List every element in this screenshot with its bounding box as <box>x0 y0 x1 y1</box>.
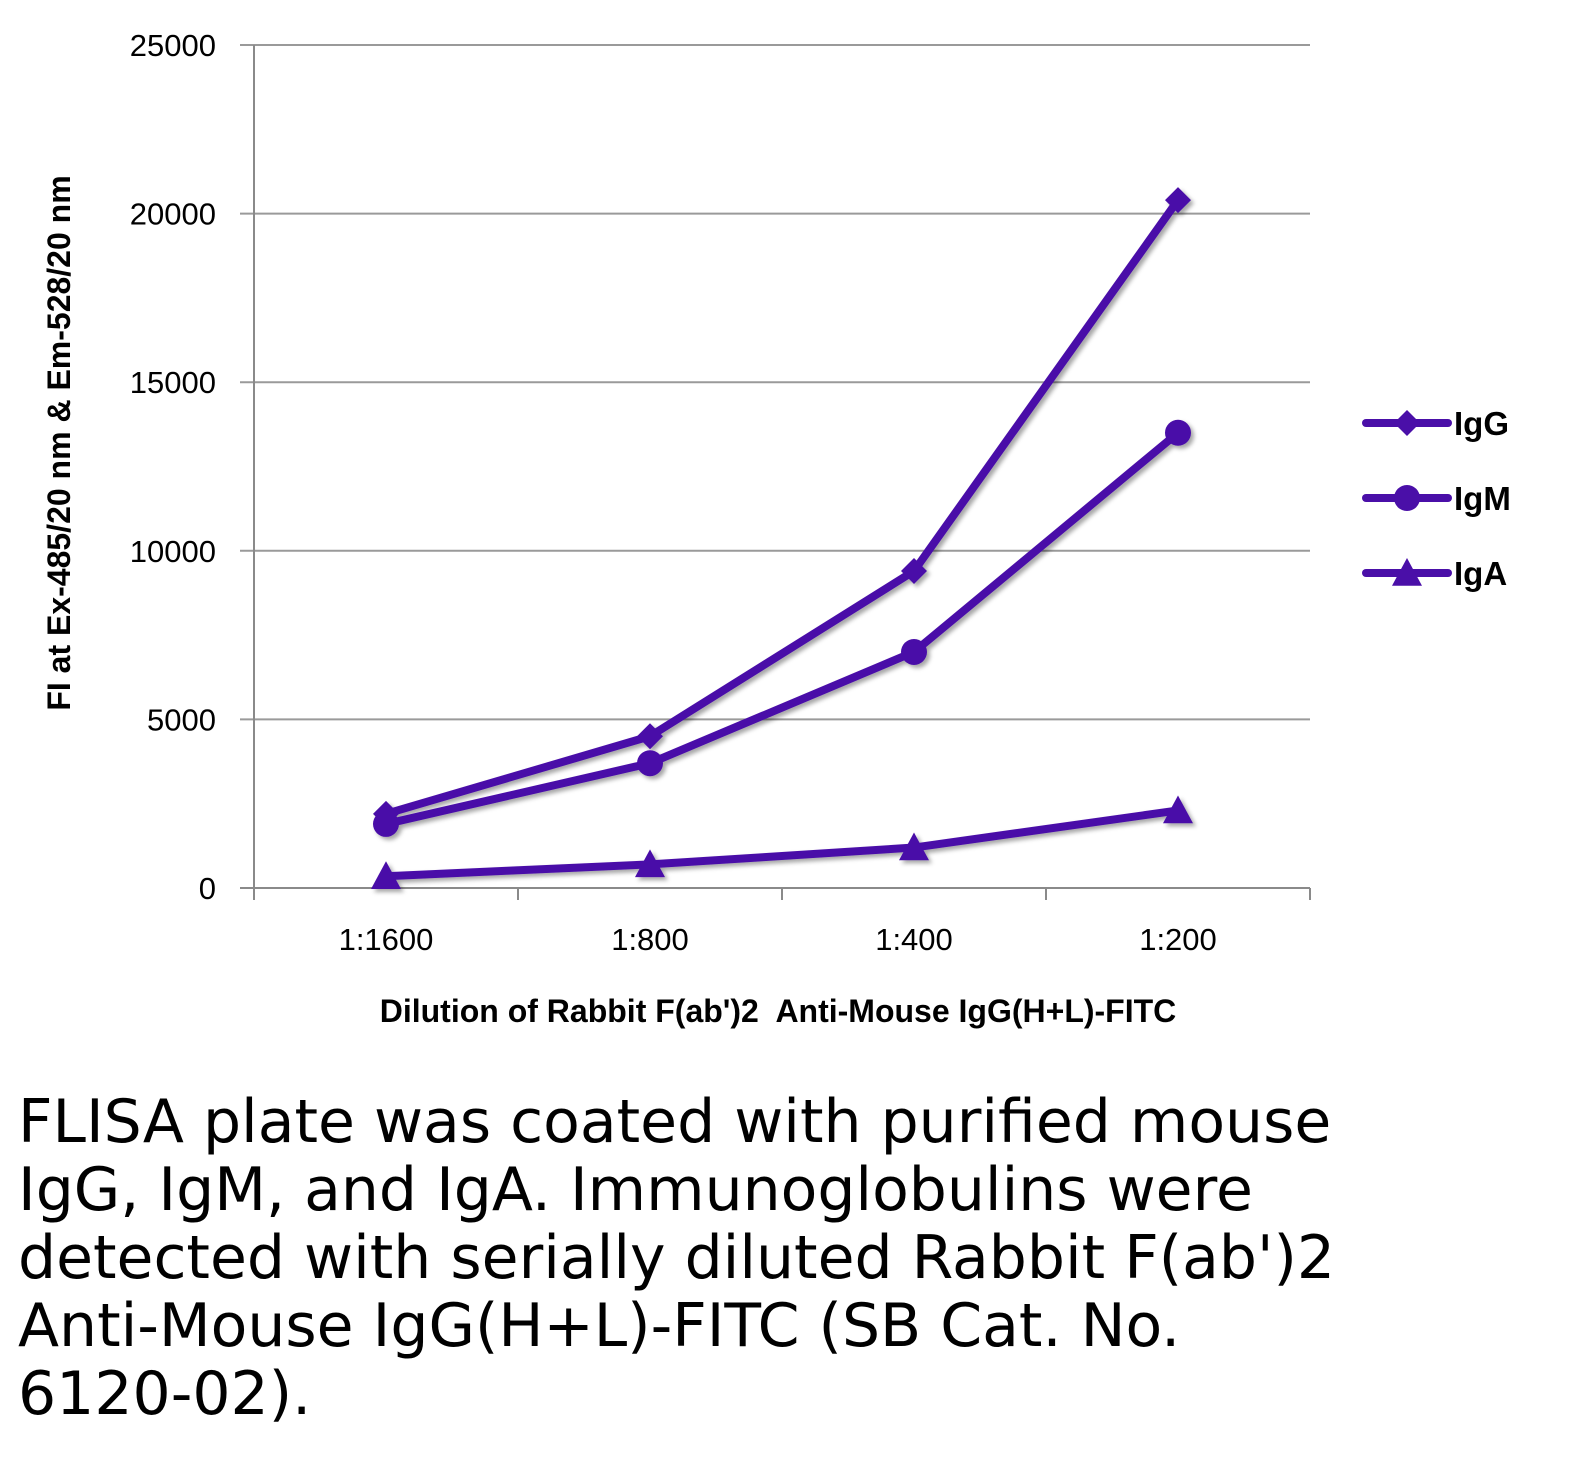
data-point-igg <box>637 723 663 750</box>
legend-marker-iga <box>1392 558 1422 586</box>
x-tick-label: 1:400 <box>875 922 953 957</box>
data-point-igm <box>637 750 663 777</box>
legend-marker-igm <box>1394 485 1420 511</box>
x-tick-label: 1:800 <box>611 922 689 957</box>
data-point-igm <box>373 810 399 837</box>
data-point-igm <box>1165 419 1191 446</box>
data-point-iga <box>1163 795 1193 824</box>
data-point-iga <box>371 861 401 889</box>
data-point-iga <box>899 832 929 861</box>
y-tick-label: 15000 <box>130 365 216 400</box>
series-igm <box>373 419 1191 837</box>
y-tick-label: 10000 <box>130 534 216 569</box>
x-tick-label: 1:1600 <box>339 922 434 957</box>
legend-label: IgM <box>1454 480 1511 517</box>
series-line-iga <box>382 806 1182 881</box>
y-axis-title: FI at Ex-485/20 nm & Em-528/20 nm <box>41 175 77 710</box>
series <box>371 187 1193 889</box>
series-line-igm <box>382 428 1182 828</box>
data-point-igg <box>1165 187 1191 214</box>
x-tick-label: 1:200 <box>1139 922 1217 957</box>
legend-label: IgA <box>1454 555 1507 592</box>
y-tick-label: 25000 <box>130 28 216 63</box>
figure-caption: FLISA plate was coated with purified mou… <box>18 1087 1336 1429</box>
series-iga <box>371 795 1193 889</box>
series-line-igg <box>382 196 1182 818</box>
data-point-igg <box>901 558 927 585</box>
legend: IgG IgM IgA <box>1362 405 1511 592</box>
y-tick-label: 5000 <box>147 702 216 737</box>
axes <box>240 45 1311 900</box>
legend-label: IgG <box>1454 405 1509 442</box>
series-igg <box>373 187 1191 827</box>
legend-marker-igg <box>1394 410 1420 436</box>
tick-labels: 0 5000 10000 15000 20000 25000 1:1600 1:800 1:40… <box>130 28 1217 957</box>
x-axis-title: Dilution of Rabbit F(ab')2 Anti-Mouse Ig… <box>380 993 1177 1029</box>
y-tick-label: 0 <box>199 871 216 906</box>
legend-item-igm: IgM <box>1362 480 1511 517</box>
gridlines <box>240 44 1310 721</box>
legend-item-igg: IgG <box>1362 405 1509 442</box>
data-point-igm <box>901 638 927 665</box>
legend-item-iga: IgA <box>1362 555 1507 592</box>
data-point-iga <box>635 849 665 878</box>
line-chart: 0 5000 10000 15000 20000 25000 1:1600 1:800 1:40… <box>41 28 1511 1029</box>
y-tick-label: 20000 <box>130 197 216 232</box>
